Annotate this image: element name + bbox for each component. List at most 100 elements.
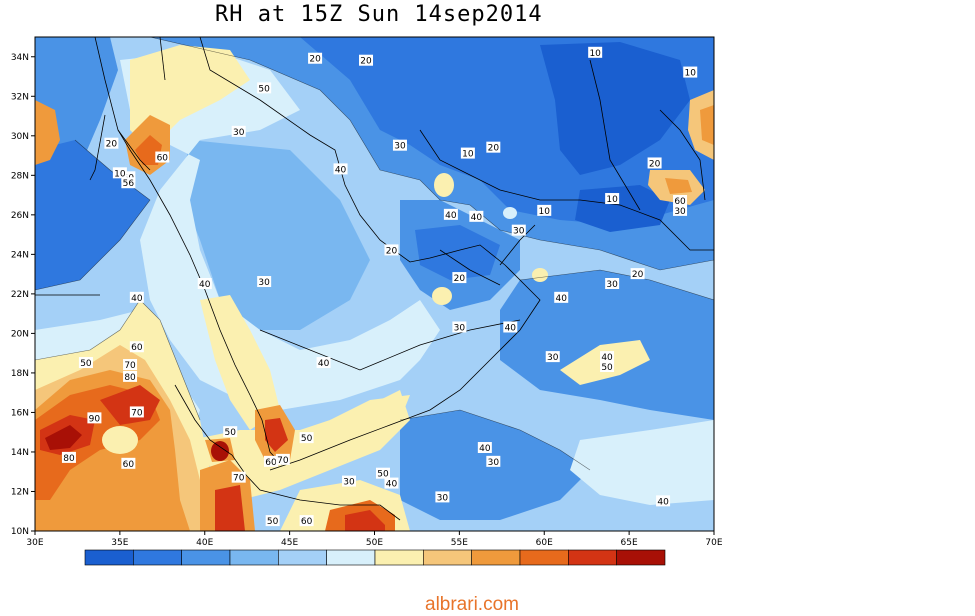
contour-label: 50	[257, 82, 272, 94]
contour-label: 20	[452, 272, 467, 284]
contour-label: 20	[630, 268, 645, 280]
contour-label: 10	[605, 193, 620, 205]
contour-label-bg	[656, 495, 671, 507]
contour-label-text: 20	[386, 246, 398, 256]
contour-label: 60	[129, 341, 144, 353]
contour-label: 70	[123, 359, 138, 371]
contour-label-text: 90	[89, 414, 101, 424]
rh-region-somalia-90	[345, 510, 385, 531]
contour-label-text: 20	[454, 274, 466, 284]
contour-label: 40	[503, 321, 518, 333]
x-tick-label: 60E	[536, 538, 553, 548]
contour-label-text: 40	[131, 294, 143, 304]
contour-label: 10	[588, 46, 603, 59]
contour-label-bg	[123, 370, 138, 382]
contour-label-text: 70	[131, 408, 143, 418]
contour-label-bg	[588, 46, 603, 58]
contour-label-bg	[123, 359, 138, 371]
contour-label-bg	[308, 52, 323, 64]
contour-label-text: 50	[80, 359, 92, 369]
contour-label: 30	[673, 204, 688, 217]
contour-label-bg	[129, 341, 144, 353]
contour-lines	[35, 37, 714, 471]
rh-field: 20 20 10 10 50 30 20 60 50 56 10 30 40 10 20 20 60 30 40 40…	[35, 37, 714, 531]
contour-label-text: 20	[106, 140, 118, 150]
contour-label: 50	[223, 426, 238, 438]
contour-label: 10	[683, 66, 698, 79]
x-tick-label: 40E	[196, 538, 213, 548]
contour-label-bg	[263, 455, 278, 467]
contour-label-text: 40	[445, 211, 457, 221]
rh-region-arabian-sea-50	[330, 395, 410, 430]
contour-label-bg	[275, 453, 290, 465]
contour-label-text: 50	[377, 470, 389, 480]
rh-region-ethiopia-80	[215, 485, 245, 531]
x-tick-label: 70E	[705, 538, 722, 548]
contour-label-text: 40	[335, 165, 347, 175]
rh-blob-gulf-3	[503, 207, 517, 219]
contour-label-bg	[299, 432, 314, 444]
contour-label-text: 30	[233, 128, 245, 138]
contour-label-text: 30	[394, 142, 406, 152]
contour-label-bg	[257, 276, 272, 288]
contour-label-bg	[605, 278, 620, 289]
contour-label: 20	[104, 137, 119, 150]
contour-label: 60	[121, 457, 136, 470]
map-title: RH at 15Z Sun 14sep2014	[215, 2, 543, 27]
contour-label: 30	[342, 475, 357, 488]
contour-label-text: 56	[123, 179, 135, 189]
contour-label-text: 20	[649, 159, 661, 169]
y-tick-label: 24N	[11, 250, 29, 260]
contour-label-bg	[392, 139, 407, 151]
contour-label: 60	[263, 455, 278, 468]
contour-label: 60	[155, 151, 170, 164]
y-tick-label: 10N	[11, 527, 29, 537]
contour-label-text: 50	[224, 428, 236, 438]
coastlines	[35, 37, 714, 521]
watermark-text: albrari.com	[425, 594, 519, 615]
contour-label: 30	[257, 276, 272, 288]
contour-label-text: 10	[606, 195, 618, 205]
contour-label-text: 40	[601, 353, 613, 363]
contour-label: 60	[299, 515, 314, 527]
contour-label-bg	[630, 268, 645, 280]
contour-label: 20	[486, 141, 501, 154]
y-tick-label: 14N	[11, 448, 29, 458]
rh-region-pakistan-70	[700, 105, 714, 145]
contour-label-text: 30	[488, 458, 500, 468]
contour-label: 50	[78, 357, 93, 369]
contour-label-bg	[61, 451, 76, 463]
contour-label-bg	[443, 208, 458, 220]
rh-region-redsea-moist	[120, 50, 440, 410]
contour-label: 50	[299, 432, 314, 444]
contour-label-text: 70	[277, 456, 289, 466]
contour-label: 20	[384, 244, 399, 256]
colorbar-swatch	[519, 549, 569, 566]
contour-label-bg	[129, 406, 144, 418]
contour-label: 40	[477, 442, 492, 454]
contour-label-text: 40	[471, 213, 483, 223]
contour-label: 70	[129, 406, 144, 418]
contour-label-text: 60	[301, 517, 313, 527]
contour-label-bg	[112, 167, 127, 179]
contour-label-bg	[537, 204, 552, 216]
contour-label-text: 20	[488, 144, 500, 154]
contour-label-text: 60	[123, 460, 135, 470]
contour-label-bg	[673, 204, 688, 216]
rh-blob-gulf	[434, 173, 454, 197]
rh-region-gulf-drier	[415, 225, 500, 280]
contour-label: 30	[486, 455, 501, 468]
contour-label-text: 30	[343, 478, 355, 488]
contour-label-text: 60	[265, 458, 277, 468]
x-tick-label: 30E	[26, 538, 43, 548]
contour-label: 30	[605, 278, 620, 290]
contour-label-bg	[384, 477, 399, 489]
contour-label-bg	[265, 515, 280, 527]
contour-label: 20	[647, 157, 662, 169]
contour-label-bg	[155, 151, 170, 163]
colorbar	[84, 549, 666, 566]
x-tick-label: 55E	[451, 538, 468, 548]
contour-label: 10	[460, 147, 475, 160]
contour-label-text: 40	[505, 323, 517, 333]
